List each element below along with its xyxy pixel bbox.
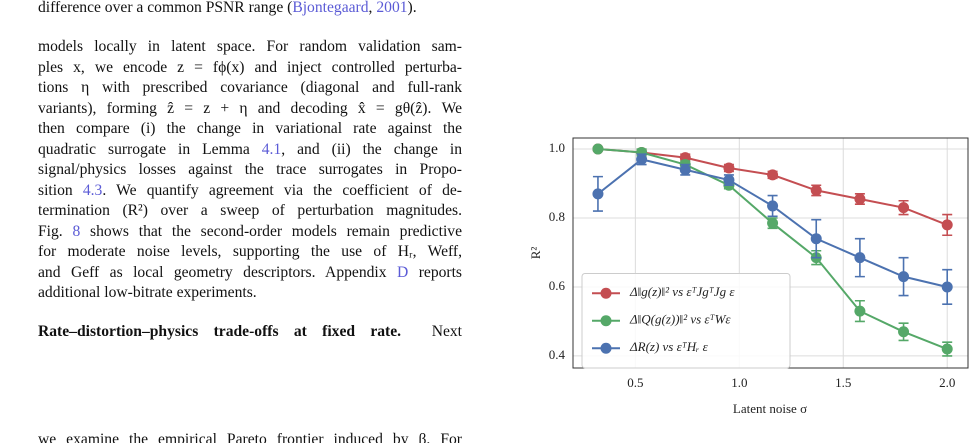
point [810, 233, 822, 245]
section-line: we examine the empirical Pareto frontier… [38, 431, 462, 443]
point [941, 343, 953, 355]
point [592, 188, 604, 200]
text-line: signal/physics losses against the trace … [38, 160, 462, 180]
legend-label: Δ‖Q(g(z))‖² vs εᵀWε [629, 312, 731, 327]
section-line: Rate–distortion–physics trade-offs at fi… [38, 322, 462, 342]
point [898, 326, 910, 338]
text-line: and Geff as local geometry descriptors. … [38, 263, 462, 283]
text: then compare (i) the change in variation… [38, 120, 462, 137]
point [941, 219, 953, 231]
text: , and (ii) the change in [281, 140, 462, 158]
point [810, 184, 822, 196]
point [592, 143, 604, 155]
text: ). [407, 0, 417, 16]
text: models locally in latent space. For rand… [38, 38, 462, 55]
point [723, 162, 735, 174]
point [723, 174, 735, 186]
x-tick-label: 2.0 [939, 375, 955, 390]
point [767, 169, 779, 181]
text: difference over a common PSNR range ( [38, 0, 293, 16]
link: 4.1 [261, 140, 282, 158]
y-tick-label: 0.8 [549, 209, 565, 224]
text: shows that the second-order models remai… [80, 222, 462, 240]
text-line: sition 4.3. We quantify agreement via th… [38, 181, 462, 201]
text: additional low-bitrate experiments. [38, 284, 257, 301]
text: termination (R²) over a sweep of perturb… [38, 202, 462, 219]
text: Next [431, 323, 462, 340]
text: quadratic surrogate in Lemma [38, 140, 262, 158]
text: and Geff as local geometry descriptors. … [38, 263, 397, 281]
y-tick-label: 0.4 [549, 347, 566, 362]
legend-box [581, 273, 791, 369]
point [767, 217, 779, 229]
text-line: for moderate noise levels, supporting th… [38, 242, 462, 262]
text: for moderate noise levels, supporting th… [38, 243, 462, 260]
x-axis-label: Latent noise σ [733, 401, 807, 416]
link: 8 [72, 222, 81, 240]
text-line: models locally in latent space. For rand… [38, 37, 462, 57]
point [941, 281, 953, 293]
point [854, 252, 866, 264]
y-tick-label: 0.6 [549, 278, 566, 293]
text-line: termination (R²) over a sweep of perturb… [38, 201, 462, 221]
point [767, 200, 779, 212]
text: variants), forming ẑ = z + η and decodin… [38, 99, 462, 117]
text-line: difference over a common PSNR range (Bjo… [38, 0, 462, 18]
point [854, 193, 866, 205]
legend-label: ΔR(z) vs εᵀHᵣ ε [629, 339, 709, 354]
text-line: additional low-bitrate experiments. [38, 283, 462, 303]
text-line: variants), forming ẑ = z + η and decodin… [38, 99, 462, 119]
text: Fig. [38, 222, 73, 240]
text: ples x, we encode z = fϕ(x) and inject c… [38, 58, 462, 76]
x-tick-label: 1.5 [835, 375, 851, 390]
text-line: quadratic surrogate in Lemma 4.1, and (i… [38, 140, 462, 160]
point [898, 271, 910, 283]
text-line: then compare (i) the change in variation… [38, 119, 462, 139]
text: . We quantify agreement via the coeffici… [102, 181, 463, 199]
text: sition [38, 181, 83, 199]
text-line: tions η with prescribed covariance (diag… [38, 78, 462, 98]
link: 4.3 [82, 181, 103, 199]
text: tions η with prescribed covariance (diag… [38, 79, 462, 96]
section-heading: Rate–distortion–physics trade-offs at fi… [38, 323, 402, 340]
text-line: ples x, we encode z = fϕ(x) and inject c… [38, 58, 462, 78]
text: , [368, 0, 377, 16]
point [854, 305, 866, 317]
point [636, 153, 648, 165]
x-tick-label: 0.5 [627, 375, 643, 390]
text: reports [408, 263, 463, 281]
link: Bjontegaard [292, 0, 369, 16]
legend-marker [600, 315, 612, 327]
y-axis-label: R² [528, 247, 543, 260]
link: D [397, 263, 409, 281]
x-tick-label: 1.0 [731, 375, 747, 390]
legend-label: Δ‖g(z)‖² vs εᵀJgᵀJg ε [629, 284, 735, 299]
text-line: Fig. 8 shows that the second-order model… [38, 222, 462, 242]
y-tick-label: 1.0 [549, 140, 565, 155]
point [898, 202, 910, 214]
text: signal/physics losses against the trace … [38, 161, 462, 178]
legend-marker [600, 287, 612, 299]
link: 2001 [376, 0, 408, 16]
point [679, 164, 691, 176]
legend-marker [600, 342, 612, 354]
